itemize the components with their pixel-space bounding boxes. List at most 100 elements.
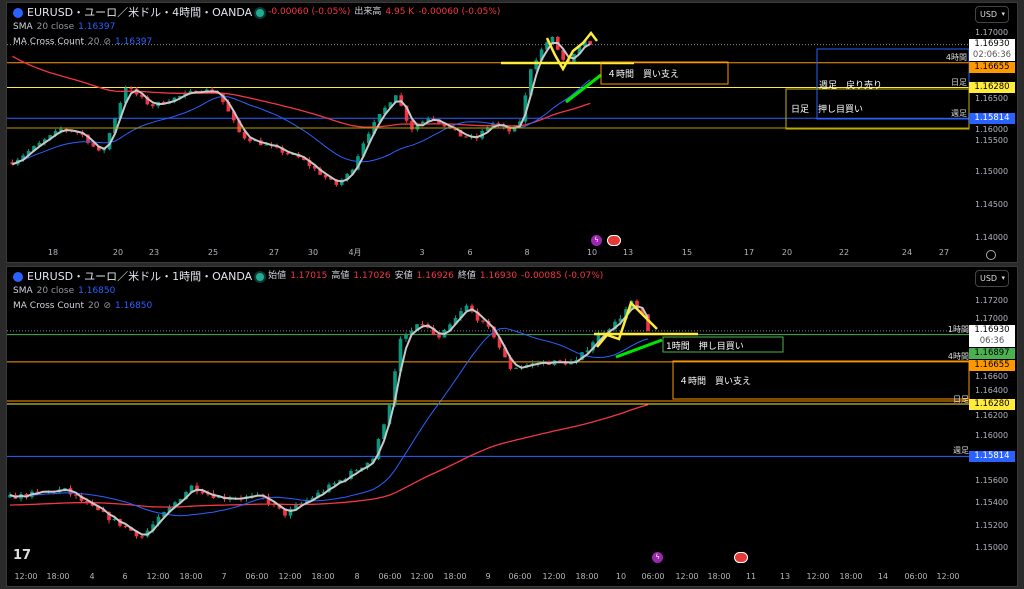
x-tick-label: 18:00 <box>46 572 70 581</box>
annotation-1h-buy[interactable]: 1時間 押し目買い <box>666 342 744 352</box>
annotation-4h-support[interactable]: ４時間 買い支え <box>679 377 752 387</box>
y-tick-label: 1.17000 <box>975 28 1009 38</box>
annotation-4h-support[interactable]: ４時間 買い支え <box>607 70 680 80</box>
currency-select[interactable]: USD <box>975 270 1009 287</box>
candle <box>448 324 452 330</box>
candle <box>63 488 67 490</box>
lightning-event-icon[interactable]: ϟ <box>652 552 663 563</box>
symbol-title[interactable]: EURUSD・ユーロ／米ドル・1時間・OANDA <box>27 270 253 283</box>
macc-legend[interactable]: MA Cross Count 20 ⊘ 1.16397 <box>13 35 500 50</box>
price-tag: 1.16930 02:06:36 <box>969 39 1015 62</box>
symbol-title[interactable]: EURUSD・ユーロ／米ドル・4時間・OANDA <box>27 6 253 19</box>
open-value: 1.17015 <box>290 271 328 281</box>
candle <box>518 121 522 127</box>
y-tick-label: 1.16200 <box>975 410 1009 420</box>
candle <box>558 360 562 362</box>
candle <box>101 510 106 513</box>
candle <box>145 96 150 105</box>
candle <box>242 132 247 139</box>
candle <box>404 105 409 121</box>
chart-canvas-4h[interactable] <box>7 3 1018 263</box>
chart-panel-1h[interactable]: EURUSD・ユーロ／米ドル・1時間・OANDA 始値 1.17015 高値 1.170… <box>6 266 1018 587</box>
candle <box>118 103 123 119</box>
candle <box>523 95 528 122</box>
candle <box>354 470 359 472</box>
candle <box>350 169 355 174</box>
candle <box>410 120 414 130</box>
candle <box>74 494 78 496</box>
candle <box>79 495 84 501</box>
candle <box>507 126 511 132</box>
candle <box>431 327 436 335</box>
candle <box>442 123 447 127</box>
candle <box>415 324 419 331</box>
annotation-box <box>785 88 970 130</box>
x-tick-label: 12:00 <box>675 572 699 581</box>
candle <box>316 492 320 498</box>
tradingview-logo-icon[interactable]: 17 <box>13 548 32 563</box>
x-tick-label: 12:00 <box>14 572 38 581</box>
x-tick-label: 23 <box>148 248 160 257</box>
candle <box>26 150 31 156</box>
candle <box>415 125 420 130</box>
settings-icon[interactable] <box>986 250 996 260</box>
sma-legend[interactable]: SMA 20 close 1.16397 <box>13 20 500 35</box>
candle <box>366 133 371 144</box>
candle <box>585 350 590 353</box>
level-label: 日足 <box>951 78 967 87</box>
us-flag-event-icon[interactable] <box>734 552 748 563</box>
candle <box>200 491 205 494</box>
candle <box>377 113 382 123</box>
annotation-daily-buy[interactable]: 日足 押し目買い <box>791 105 864 115</box>
price-tag: 1.16655 <box>969 360 1015 372</box>
candle <box>96 505 100 511</box>
price-tag: 1.16280 <box>969 82 1015 94</box>
candle <box>646 314 650 331</box>
y-tick-label: 1.16600 <box>975 372 1009 382</box>
price-change: -0.00085 (-0.07%) <box>521 271 604 281</box>
candle <box>376 439 381 459</box>
candle <box>123 525 128 528</box>
candle <box>485 127 490 131</box>
price-tag: 1.15814 <box>969 112 1015 124</box>
candle <box>172 97 177 102</box>
sma-value: 1.16850 <box>78 286 116 296</box>
sma-20-line <box>12 79 591 165</box>
level-label: 週足 <box>951 109 967 118</box>
us-flag-event-icon[interactable] <box>607 235 621 246</box>
sma-20-line <box>9 327 649 517</box>
candle <box>640 308 645 315</box>
macc-params: 20 <box>88 301 100 311</box>
candle <box>383 107 387 114</box>
x-tick-label: 18:00 <box>839 572 863 581</box>
lightning-event-icon[interactable]: ϟ <box>591 235 602 246</box>
annotation-weekly-sell[interactable]: 週足 戻り売り <box>819 81 883 91</box>
candle <box>323 174 328 178</box>
candle <box>96 146 101 151</box>
candle <box>37 142 42 147</box>
candle <box>437 334 441 338</box>
currency-select[interactable]: USD <box>975 6 1009 23</box>
x-tick-label: 06:00 <box>508 572 532 581</box>
macc-legend[interactable]: MA Cross Count 20 ⊘ 1.16850 <box>13 299 603 314</box>
candle <box>387 405 392 425</box>
candle <box>112 518 117 521</box>
x-tick-label: 06:00 <box>245 572 269 581</box>
candle <box>35 491 40 493</box>
candle <box>393 95 398 103</box>
level-label: 4時間 <box>947 352 969 361</box>
candle <box>248 138 252 142</box>
high-value: 1.17026 <box>353 271 391 281</box>
annotation-box <box>662 336 784 353</box>
chart-canvas-1h[interactable] <box>7 267 1018 587</box>
x-tick-label: 30 <box>307 248 319 257</box>
candle <box>206 493 210 495</box>
sma-legend[interactable]: SMA 20 close 1.16850 <box>13 284 603 299</box>
price-tag: 1.16930 06:36 <box>969 325 1015 348</box>
x-tick-label: 12:00 <box>146 572 170 581</box>
x-tick-label: 18:00 <box>575 572 599 581</box>
chart-panel-4h[interactable]: EURUSD・ユーロ／米ドル・4時間・OANDA -0.00060 (-0.05%… <box>6 2 1018 263</box>
candle <box>178 498 183 503</box>
candle <box>264 144 268 146</box>
candle <box>302 157 306 160</box>
